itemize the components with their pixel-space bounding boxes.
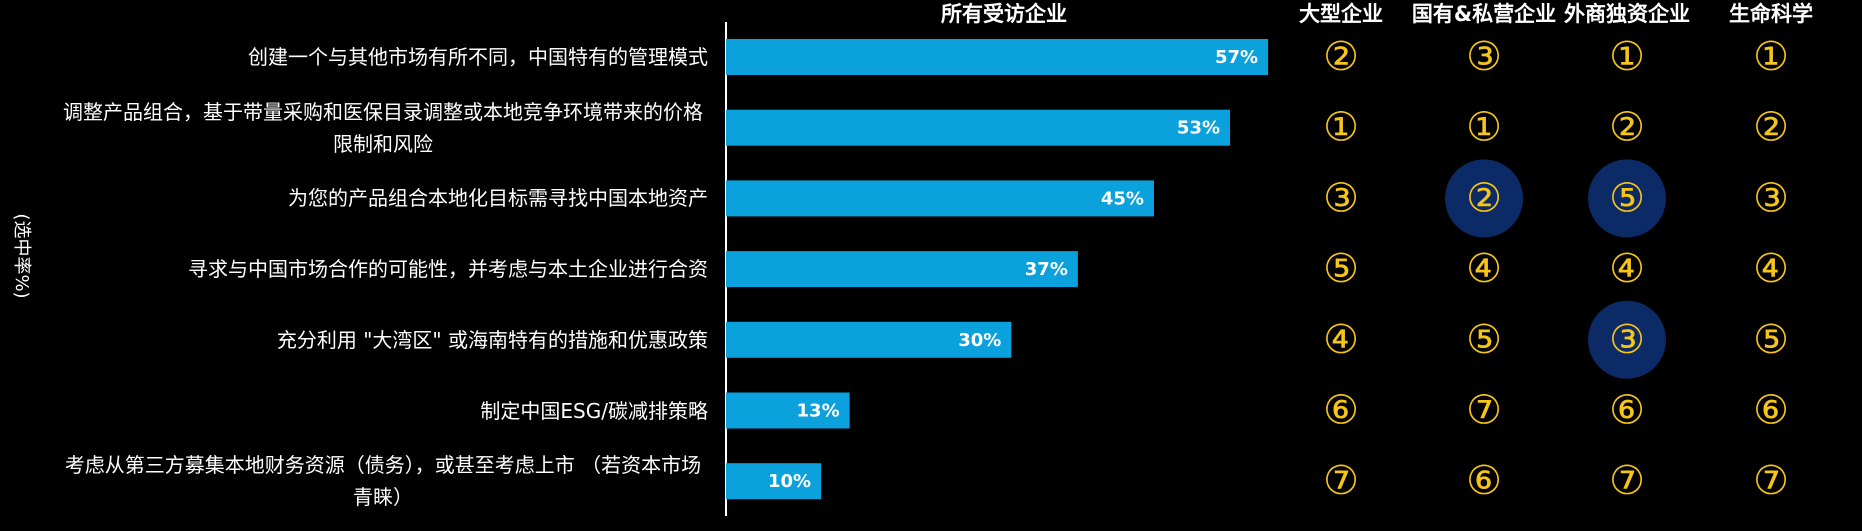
category-text: 创建一个与其他市场有所不同，中国特有的管理模式 — [248, 45, 708, 69]
value-label: 10% — [768, 471, 811, 492]
rank: ⑤ — [1323, 246, 1359, 292]
rank: ① — [1753, 34, 1789, 80]
rank: ① — [1323, 105, 1359, 151]
rank: ⑦ — [1753, 458, 1789, 504]
rank: ⑥ — [1466, 458, 1502, 504]
rank: ② — [1609, 105, 1645, 151]
category-text: 调整产品组合，基于带量采购和医保目录调整或本地竞争环境带来的价格限制和风险 — [63, 99, 703, 156]
category-text: 考虑从第三方募集本地财务资源（债务），或甚至考虑上市 （若资本市场青睐） — [64, 453, 702, 510]
rank: ① — [1466, 105, 1502, 151]
value-label: 45% — [1101, 188, 1144, 209]
rank: ③ — [1323, 175, 1359, 221]
value-label: 37% — [1025, 259, 1068, 280]
bar — [726, 39, 1269, 75]
value-label: 13% — [797, 401, 840, 422]
bar — [726, 180, 1154, 217]
rank-highlight — [1588, 300, 1666, 379]
y-axis-label: (选中率%) — [11, 213, 32, 298]
rank: ⑦ — [1609, 458, 1645, 504]
bar — [726, 251, 1078, 288]
column-header: 大型企业 — [1299, 2, 1383, 26]
category-text: 制定中国ESG/碳减排策略 — [480, 398, 708, 423]
rank: ④ — [1753, 246, 1789, 292]
bar — [726, 321, 1012, 358]
rank: ⑥ — [1323, 388, 1359, 434]
rank: ⑤ — [1466, 317, 1502, 363]
rank: ③ — [1753, 175, 1789, 221]
value-label: 57% — [1215, 47, 1258, 68]
rank: ⑥ — [1609, 388, 1645, 434]
column-header: 国有&私营企业 — [1412, 2, 1556, 26]
category-label: 充分利用 "大湾区" 或海南特有的措施和优惠政策 — [277, 324, 708, 356]
rank: ④ — [1323, 317, 1359, 363]
column-header: 生命科学 — [1729, 2, 1813, 26]
rank: ② — [1466, 175, 1502, 221]
category-label: 为您的产品组合本地化目标需寻找中国本地资产 — [288, 182, 708, 214]
rank: ③ — [1609, 317, 1645, 363]
rank: ② — [1753, 105, 1789, 151]
bar — [726, 392, 850, 429]
bar — [726, 109, 1231, 146]
rank-highlight — [1588, 159, 1666, 238]
category-label: 考虑从第三方募集本地财务资源（债务），或甚至考虑上市 （若资本市场青睐） — [58, 449, 708, 513]
rank: ⑦ — [1466, 388, 1502, 434]
rank: ② — [1323, 34, 1359, 80]
category-text: 充分利用 "大湾区" 或海南特有的措施和优惠政策 — [276, 327, 708, 352]
rank: ③ — [1466, 34, 1502, 80]
rank: ⑤ — [1753, 317, 1789, 363]
category-text: 寻求与中国市场合作的可能性，并考虑与本土企业进行合资 — [188, 257, 708, 282]
category-label: 调整产品组合，基于带量采购和医保目录调整或本地竞争环境带来的价格限制和风险 — [58, 96, 708, 160]
value-label: 53% — [1177, 118, 1220, 139]
rank: ① — [1609, 34, 1645, 80]
rank: ⑤ — [1609, 175, 1645, 221]
category-label: 创建一个与其他市场有所不同，中国特有的管理模式 — [248, 41, 708, 73]
rank: ④ — [1466, 246, 1502, 292]
rank: ⑥ — [1753, 388, 1789, 434]
rank-highlight — [1445, 159, 1523, 238]
bar — [726, 463, 822, 500]
chart-title: 所有受访企业 — [941, 2, 1067, 26]
column-header: 外商独资企业 — [1564, 2, 1690, 26]
value-label: 30% — [958, 330, 1001, 351]
category-text: 为您的产品组合本地化目标需寻找中国本地资产 — [288, 186, 708, 211]
category-label: 制定中国ESG/碳减排策略 — [480, 395, 708, 427]
category-label: 寻求与中国市场合作的可能性，并考虑与本土企业进行合资 — [188, 253, 708, 285]
rank: ⑦ — [1323, 458, 1359, 504]
rank: ④ — [1609, 246, 1645, 292]
